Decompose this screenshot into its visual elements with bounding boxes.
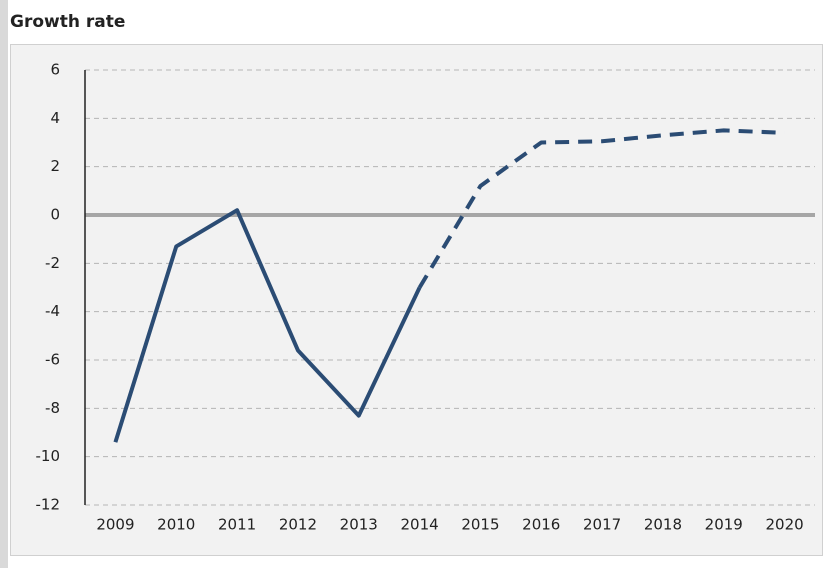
x-tick-label: 2012	[279, 516, 317, 534]
y-tick-label: -6	[45, 351, 60, 369]
y-tick-label: 4	[50, 109, 60, 127]
y-tick-label: 6	[50, 61, 60, 79]
x-tick-label: 2016	[522, 516, 560, 534]
x-tick-label: 2018	[644, 516, 682, 534]
y-tick-label: -2	[45, 254, 60, 272]
x-tick-label: 2014	[400, 516, 438, 534]
chart-panel	[10, 44, 823, 556]
y-tick-label: -12	[36, 496, 61, 514]
y-tick-label: 0	[50, 206, 60, 224]
chart-title: Growth rate	[10, 12, 125, 32]
data-line	[417, 128, 785, 289]
y-tick-label: -4	[45, 302, 60, 320]
x-tick-label: 2019	[705, 516, 743, 534]
y-tick-label: -10	[36, 447, 61, 465]
x-tick-label: 2013	[340, 516, 378, 534]
side-strip	[0, 0, 8, 568]
x-tick-label: 2017	[583, 516, 621, 534]
y-tick-label: -8	[45, 399, 60, 417]
x-tick-label: 2009	[96, 516, 134, 534]
x-tick-label: 2020	[765, 516, 803, 534]
data-line	[113, 208, 422, 443]
x-tick-label: 2015	[461, 516, 499, 534]
x-tick-label: 2010	[157, 516, 195, 534]
y-tick-label: 2	[50, 157, 60, 175]
x-tick-label: 2011	[218, 516, 256, 534]
